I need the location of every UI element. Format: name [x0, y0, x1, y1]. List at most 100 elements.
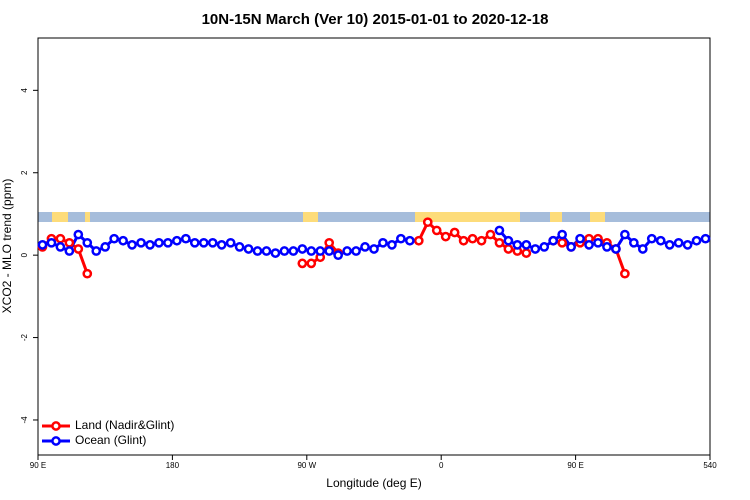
- data-point: [512, 240, 523, 250]
- y-tick-label: 4: [20, 88, 29, 93]
- y-tick-label: 2: [20, 170, 29, 175]
- x-axis-label: Longitude (deg E): [326, 476, 421, 490]
- data-point: [396, 233, 406, 244]
- x-tick-label: 90 E: [567, 461, 583, 470]
- data-point: [270, 248, 281, 258]
- data-point: [404, 235, 415, 246]
- legend-marker: [51, 436, 61, 446]
- data-point: [539, 242, 550, 252]
- data-point: [655, 235, 666, 246]
- data-point: [664, 240, 675, 250]
- data-point: [109, 233, 120, 244]
- data-point: [628, 237, 639, 248]
- data-point: [476, 235, 487, 246]
- data-point: [494, 237, 505, 248]
- land-patch: [85, 212, 90, 222]
- data-point: [82, 268, 93, 279]
- data-point: [700, 233, 711, 244]
- data-point: [73, 229, 84, 240]
- data-point: [145, 240, 155, 250]
- data-point: [163, 237, 173, 248]
- data-point: [485, 229, 496, 240]
- data-point: [100, 242, 111, 252]
- data-point: [503, 244, 514, 254]
- data-point: [189, 237, 200, 248]
- data-point: [324, 237, 335, 248]
- x-tick-label: 90 W: [297, 461, 316, 470]
- data-point: [55, 233, 66, 244]
- data-point: [82, 237, 93, 248]
- data-point: [127, 240, 137, 250]
- data-point: [261, 246, 272, 256]
- data-point: [64, 246, 75, 256]
- data-point: [521, 248, 532, 258]
- y-tick-label: -4: [20, 416, 29, 424]
- chart-title: 10N-15N March (Ver 10) 2015-01-01 to 202…: [202, 11, 549, 28]
- legend-marker: [51, 421, 61, 431]
- legend-label: Ocean (Glint): [75, 433, 146, 447]
- land-patch: [415, 212, 520, 222]
- data-point: [557, 237, 568, 248]
- data-point: [154, 237, 164, 248]
- data-point: [449, 227, 460, 238]
- data-point: [494, 225, 505, 236]
- data-point: [458, 235, 469, 246]
- data-point: [73, 244, 84, 254]
- x-tick-label: 540: [703, 461, 717, 470]
- data-point: [288, 246, 299, 256]
- data-point: [620, 268, 630, 279]
- land-patch: [550, 212, 562, 222]
- land-patch: [52, 212, 68, 222]
- data-point: [279, 246, 290, 256]
- data-point: [136, 237, 146, 248]
- data-point: [252, 246, 263, 256]
- x-tick-label: 0: [439, 461, 444, 470]
- x-tick-label: 90 E: [30, 461, 46, 470]
- data-point: [673, 237, 684, 248]
- data-point: [521, 240, 532, 250]
- data-point: [602, 242, 612, 252]
- data-point: [503, 235, 514, 246]
- land-patch: [590, 212, 605, 222]
- ocean-strip: [38, 212, 710, 222]
- data-point: [691, 235, 702, 246]
- y-tick-label: -2: [20, 333, 29, 341]
- data-point: [413, 235, 424, 246]
- data-point: [315, 246, 326, 256]
- data-point: [646, 233, 657, 244]
- data-point: [422, 217, 433, 228]
- legend-label: Land (Nadir&Glint): [75, 418, 174, 432]
- x-tick-label: 180: [166, 461, 180, 470]
- data-point: [548, 235, 559, 246]
- data-point: [297, 244, 308, 254]
- data-point: [37, 240, 48, 250]
- data-point: [351, 246, 361, 256]
- data-point: [360, 242, 370, 252]
- data-point: [378, 237, 388, 248]
- data-point: [172, 235, 182, 246]
- data-point: [342, 246, 352, 256]
- data-point: [682, 240, 693, 250]
- data-point: [611, 244, 621, 254]
- data-point: [575, 233, 585, 244]
- data-point: [637, 244, 648, 254]
- y-axis-label: XCO2 - MLO trend (ppm): [0, 179, 14, 314]
- data-point: [369, 244, 379, 254]
- data-point: [333, 250, 344, 261]
- data-point: [198, 237, 209, 248]
- data-point: [297, 258, 308, 269]
- data-point: [387, 240, 397, 250]
- data-point: [243, 244, 254, 254]
- data-point: [91, 246, 102, 256]
- data-point: [557, 229, 568, 240]
- data-point: [620, 229, 630, 240]
- data-point: [225, 237, 236, 248]
- data-point: [440, 231, 451, 242]
- data-point: [216, 240, 227, 250]
- data-point: [584, 240, 594, 250]
- land-patch: [303, 212, 318, 222]
- data-point: [324, 246, 335, 256]
- data-point: [118, 235, 128, 246]
- data-point: [64, 237, 75, 248]
- data-point: [234, 242, 245, 252]
